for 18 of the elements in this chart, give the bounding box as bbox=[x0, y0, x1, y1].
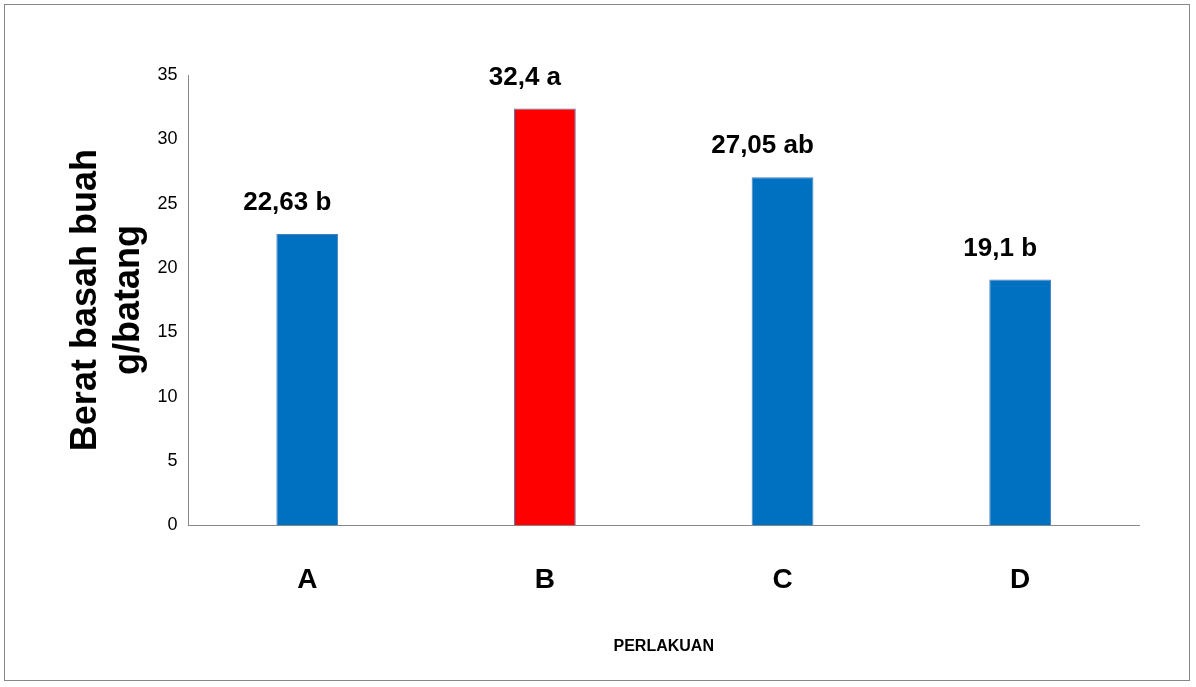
y-tick-label: 35 bbox=[157, 63, 178, 84]
y-axis-title: Berat basah buah g/batang bbox=[62, 149, 147, 452]
x-axis-title: PERLAKUAN bbox=[613, 636, 714, 654]
y-tick-label: 5 bbox=[167, 449, 178, 470]
x-tick-label: B bbox=[534, 562, 556, 594]
x-tick-label: D bbox=[1010, 562, 1031, 594]
data-label: 19,1 b bbox=[963, 231, 1038, 262]
data-label: 27,05 ab bbox=[711, 129, 814, 160]
data-label: 22,63 b bbox=[243, 186, 332, 217]
y-tick-label: 15 bbox=[157, 321, 178, 342]
y-tick-label: 0 bbox=[167, 514, 178, 535]
y-tick-label: 30 bbox=[157, 128, 178, 149]
y-tick-label: 20 bbox=[157, 256, 178, 277]
y-tick-label: 10 bbox=[157, 385, 178, 406]
data-label: 32,4 a bbox=[488, 60, 562, 91]
x-tick-label: C bbox=[772, 562, 793, 594]
x-tick-label: A bbox=[297, 562, 318, 594]
y-tick-label: 25 bbox=[157, 192, 178, 213]
